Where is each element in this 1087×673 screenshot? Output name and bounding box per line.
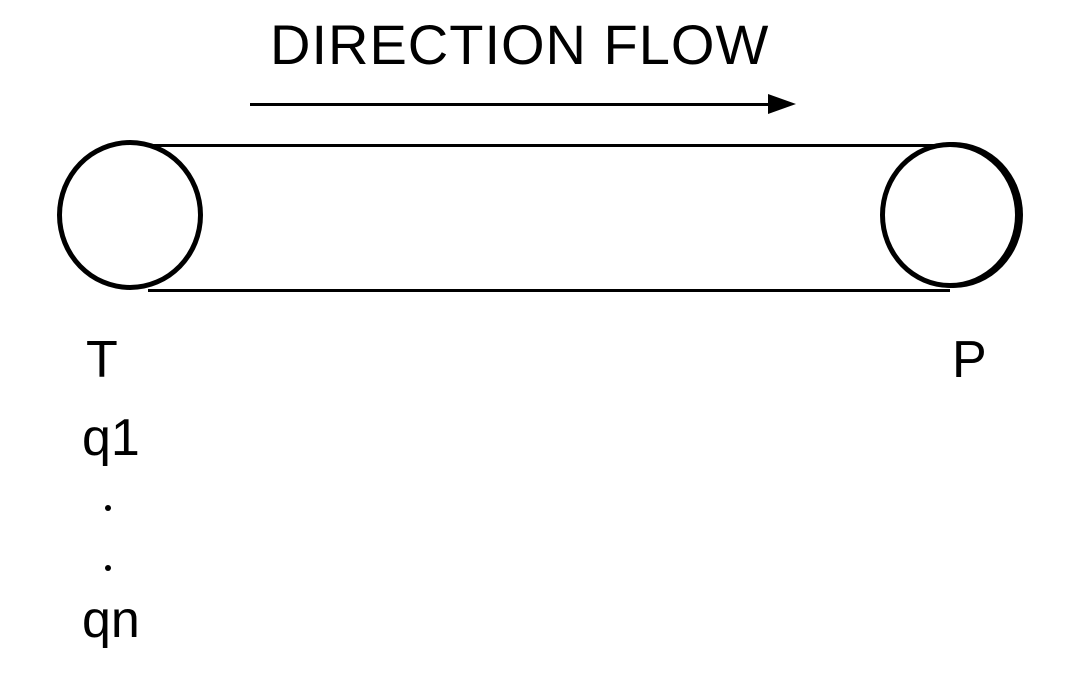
tube-top-line: [148, 144, 950, 147]
tube-bottom-line: [148, 289, 950, 292]
ellipsis-dot-1: [105, 505, 111, 511]
flow-arrow-line: [250, 103, 770, 106]
direction-flow-title: DIRECTION FLOW: [270, 12, 769, 77]
label-T: T: [86, 330, 118, 390]
label-P: P: [952, 330, 987, 390]
label-qn: qn: [82, 590, 140, 650]
left-ellipse: [57, 140, 203, 290]
flow-arrow-head: [768, 94, 796, 114]
label-q1: q1: [82, 408, 140, 468]
right-ellipse: [880, 142, 1020, 288]
ellipsis-dot-2: [105, 565, 111, 571]
